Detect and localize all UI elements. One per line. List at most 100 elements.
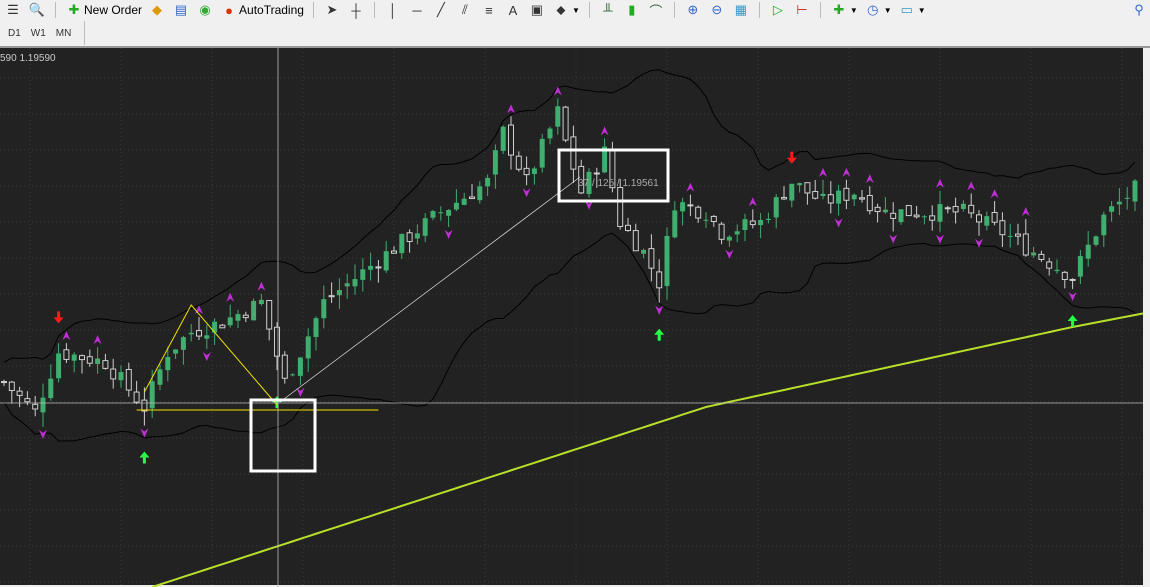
fractal-up-icon	[93, 335, 102, 345]
candle-body	[804, 182, 811, 194]
candle-body	[836, 190, 842, 204]
candle-body	[648, 248, 655, 269]
trendline-icon[interactable]: ╱	[437, 2, 445, 17]
separator	[819, 2, 821, 18]
candle-body	[180, 337, 186, 350]
chart-shift-icon[interactable]: ⊢	[796, 2, 808, 17]
fibonacci-icon[interactable]: ≡	[485, 2, 493, 18]
candle-body	[1132, 180, 1138, 202]
candle-body	[48, 378, 54, 399]
equidistant-channel-icon[interactable]: ⫽	[462, 2, 468, 17]
candle-body	[328, 295, 335, 298]
candle-body	[266, 299, 273, 330]
dropdown-arrow-icon[interactable]: ▼	[571, 5, 580, 15]
fractal-down-icon	[522, 188, 531, 198]
candle-body	[1116, 201, 1122, 205]
market-watch-icon[interactable]: ☰	[7, 2, 19, 17]
sell-arrow-icon	[786, 151, 797, 164]
candle-body	[165, 356, 171, 371]
candle-body	[133, 391, 140, 403]
candle-body	[40, 397, 46, 413]
fractal-up-icon	[936, 178, 944, 188]
timeframe-w1[interactable]: W1	[30, 27, 46, 39]
moving-average-line	[151, 311, 1150, 587]
search-icon[interactable]: ⚲	[1134, 2, 1144, 17]
candle-body	[664, 235, 670, 286]
vertical-line-icon[interactable]: │	[388, 2, 398, 18]
candle-body	[1061, 271, 1068, 281]
candle-body	[414, 233, 420, 239]
candle-body	[95, 358, 101, 364]
shapes-icon[interactable]: ⬥	[556, 2, 566, 17]
navigator-icon[interactable]: 🔍	[28, 2, 46, 17]
text-icon[interactable]: A	[508, 2, 518, 18]
candle-body	[422, 218, 428, 236]
candle-body	[812, 190, 819, 199]
new-order-button[interactable]: ✚ New Order	[65, 1, 142, 19]
fractal-up-icon	[62, 331, 71, 341]
history-icon[interactable]: ◆	[152, 2, 163, 17]
text-label-icon[interactable]: ▣	[530, 2, 544, 17]
line-chart-icon[interactable]: ⌒	[649, 3, 663, 19]
horizontal-line-icon[interactable]: ─	[412, 2, 422, 18]
candle-body	[71, 354, 77, 361]
separator	[673, 2, 675, 18]
new-order-icon: ✚	[68, 2, 80, 17]
price-chart[interactable]: 590 1.19590 37 / 125 / 1.19561	[0, 46, 1150, 587]
dropdown-arrow-icon[interactable]: ▼	[917, 5, 926, 15]
cursor-icon[interactable]: ➤	[326, 2, 338, 17]
timeframe-mn[interactable]: MN	[55, 27, 72, 39]
fractal-up-icon	[553, 86, 562, 96]
indicators-icon[interactable]: ✚	[833, 2, 845, 17]
candle-body	[399, 233, 405, 254]
candle-body	[984, 216, 990, 226]
signals-icon[interactable]: ▤	[174, 2, 188, 17]
candle-body	[188, 332, 194, 335]
candle-body	[446, 209, 452, 216]
chart-canvas[interactable]	[0, 48, 1150, 587]
candle-body	[976, 214, 982, 223]
candle-body	[570, 136, 577, 170]
candle-body	[882, 209, 888, 213]
candle-body	[749, 220, 756, 226]
candle-body	[913, 214, 920, 218]
tile-windows-icon[interactable]: ▦	[734, 2, 748, 17]
autotrading-button[interactable]: ● AutoTrading	[220, 1, 304, 19]
main-toolbar: ☰ 🔍 ✚ New Order ◆ ▤ ◉ ● AutoTrading ➤ ┼ │ …	[0, 0, 1150, 20]
bar-chart-icon[interactable]: ╨	[603, 2, 613, 18]
candle-body	[438, 212, 444, 214]
periods-icon[interactable]: ◷	[867, 2, 879, 17]
timeframe-toolbar: D1 W1 MN	[0, 21, 85, 45]
dropdown-arrow-icon[interactable]: ▼	[883, 5, 892, 15]
price-scale[interactable]	[1143, 48, 1150, 587]
highlight-box	[557, 148, 670, 203]
fractal-down-icon	[140, 428, 149, 438]
dropdown-arrow-icon[interactable]: ▼	[849, 5, 858, 15]
trend-line	[279, 176, 581, 403]
candle-body	[999, 220, 1006, 236]
radio-icon[interactable]: ◉	[199, 2, 211, 17]
fractal-up-icon	[686, 182, 695, 192]
candle-body	[352, 279, 358, 287]
autoscroll-icon[interactable]: ▷	[772, 2, 783, 17]
candle-body	[141, 399, 148, 412]
candle-body	[1031, 252, 1037, 256]
candlestick-icon[interactable]: ▮	[628, 2, 636, 17]
candle-body	[758, 219, 764, 226]
candle-body	[86, 356, 93, 364]
templates-icon[interactable]: ▭	[900, 2, 913, 17]
candle-body	[1109, 206, 1115, 212]
sell-arrow-icon	[53, 311, 64, 324]
timeframe-d1[interactable]: D1	[8, 27, 21, 39]
candle-body	[508, 124, 514, 156]
zoom-out-icon[interactable]: ⊖	[711, 2, 723, 17]
candle-body	[797, 183, 803, 186]
candle-body	[430, 211, 436, 218]
candle-body	[125, 368, 132, 391]
candle-body	[687, 204, 694, 207]
zoom-in-icon[interactable]: ⊕	[687, 2, 699, 17]
ohlc-readout: 590 1.19590	[0, 53, 56, 64]
candle-body	[173, 349, 179, 354]
crosshair-icon[interactable]: ┼	[351, 2, 361, 18]
candle-body	[110, 368, 117, 380]
